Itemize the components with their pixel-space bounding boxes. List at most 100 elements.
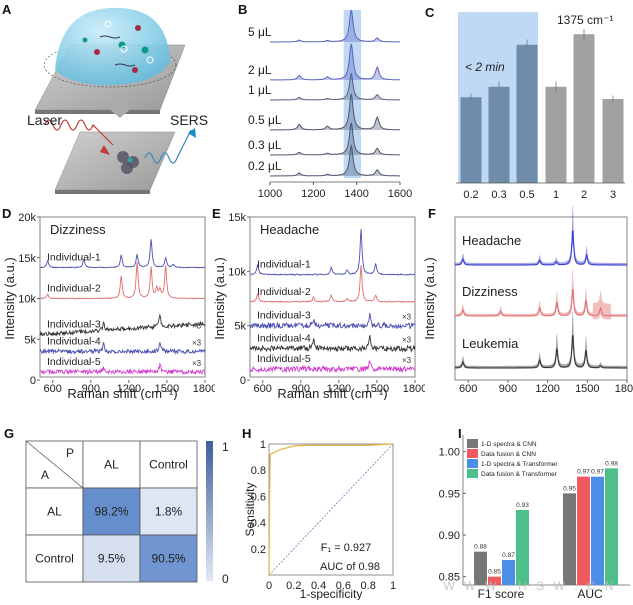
legend-swatch bbox=[467, 449, 478, 458]
y-tick-label: 10k bbox=[228, 266, 246, 278]
bar bbox=[474, 551, 487, 585]
series-label: 5 μL bbox=[248, 25, 272, 39]
x-tick-label: 1200 bbox=[301, 188, 325, 200]
plot-frame bbox=[454, 216, 628, 381]
panel-c: C 0.2 0.3 0.5 1 2 3 < 2 min 1375 cm⁻¹ bbox=[420, 0, 633, 201]
panel-label-i: I bbox=[458, 426, 462, 441]
panel-label-d: D bbox=[2, 206, 12, 221]
series-label: 2 μL bbox=[248, 63, 272, 77]
corner-diagonal bbox=[25, 440, 84, 489]
x-tick-label: 1800 bbox=[615, 383, 633, 395]
cell-value: 9.5% bbox=[98, 552, 126, 566]
spectrum-trace bbox=[270, 9, 400, 43]
series-label: Individual-3 bbox=[47, 318, 101, 330]
sers-wave bbox=[144, 129, 192, 164]
bar bbox=[563, 493, 576, 585]
panel-label-e: E bbox=[212, 206, 221, 221]
x-tick-label: 600 bbox=[254, 383, 272, 395]
series-label: Individual-1 bbox=[257, 259, 311, 271]
spectrum-trace bbox=[39, 362, 206, 376]
series-label: 0.3 μL bbox=[248, 138, 282, 152]
x-tick-label: 900 bbox=[292, 383, 310, 395]
spectrum-trace bbox=[39, 239, 206, 269]
scale-label: ×3 bbox=[402, 356, 412, 365]
x-tick-label: AUC bbox=[577, 587, 603, 600]
y-tick-label: 20k bbox=[18, 212, 36, 224]
f1-annotation: F₁ = 0.927 bbox=[321, 542, 372, 554]
series-label: Individual-4 bbox=[257, 332, 311, 344]
y-tick-label: 0.2 bbox=[251, 544, 266, 556]
highlight-band bbox=[343, 10, 361, 178]
heatmap-cell bbox=[82, 487, 141, 536]
bar bbox=[488, 86, 510, 183]
bar-value-label: 0.85 bbox=[488, 569, 501, 576]
series-label: Individual-1 bbox=[47, 252, 101, 264]
column-header: Control bbox=[149, 458, 188, 472]
scale-label: ×3 bbox=[402, 313, 412, 322]
bar bbox=[577, 476, 590, 585]
chart-title: Dizziness bbox=[50, 222, 106, 237]
time-annotation: < 2 min bbox=[465, 60, 505, 74]
x-tick-label: 600 bbox=[459, 383, 477, 395]
x-tick-label: 1500 bbox=[155, 383, 179, 395]
bar bbox=[605, 468, 618, 585]
y-tick-label: 10k bbox=[18, 294, 36, 306]
column-header-cell bbox=[82, 440, 141, 489]
chart-title: Headache bbox=[260, 222, 319, 237]
y-tick-label: 0.85 bbox=[439, 572, 460, 584]
row-header-cell bbox=[25, 534, 84, 583]
y-tick-label: 0 bbox=[240, 375, 246, 387]
mean-trace bbox=[455, 289, 627, 317]
y-tick-label: 0.4 bbox=[251, 518, 266, 530]
series-label: Headache bbox=[462, 233, 521, 248]
chart-e-headache: Individual-1 Individual-2 Individual-3 ×3 In… bbox=[212, 212, 427, 401]
y-tick-label: 5k bbox=[234, 321, 246, 333]
spectrum-fill bbox=[270, 145, 400, 176]
y-tick-label: 5k bbox=[24, 334, 36, 346]
laser-wave bbox=[44, 119, 114, 146]
spectrum-trace bbox=[249, 228, 416, 276]
spectrum-trace bbox=[270, 93, 400, 131]
bar-value-label: 0.98 bbox=[605, 460, 618, 467]
panel-d: D Individual-1 Individual-2 Individual-3 ×3… bbox=[0, 200, 217, 401]
chart-title: 1375 cm⁻¹ bbox=[557, 13, 613, 27]
spectrum-trace bbox=[249, 264, 416, 303]
x-tick-label: 1200 bbox=[535, 383, 559, 395]
legend-label: Data fusion & Transformer bbox=[481, 471, 558, 478]
x-tick-label: 0.8 bbox=[361, 580, 376, 592]
panel-i: I 0.85 0.90 0.95 1.00 0.88 0.85 0.87 0.93 F1 sco… bbox=[430, 420, 633, 601]
predicted-label: P bbox=[66, 446, 74, 460]
chart-b-spectra: 5 μL 2 μL 1 μL 0.5 μL 0.3 μL 0.2 μL 1000 1200 14… bbox=[248, 9, 412, 200]
x-tick-label: 2 bbox=[581, 189, 587, 200]
x-tick-label: 1800 bbox=[403, 383, 425, 395]
bar bbox=[488, 576, 501, 585]
spectrum-trace bbox=[39, 313, 206, 337]
series-label: Dizziness bbox=[462, 284, 518, 299]
laser-label: Laser bbox=[27, 112, 63, 128]
series-label: Individual-3 bbox=[257, 310, 311, 322]
series-label: Individual-2 bbox=[47, 283, 101, 295]
panel-g: G P A AL Control AL 98.2% 1.8% Control 9.5% 90.5%… bbox=[0, 420, 240, 600]
x-tick-label: 900 bbox=[499, 383, 517, 395]
legend-label: 1-D spectra & Transformer bbox=[481, 461, 558, 468]
cell-value: 1.8% bbox=[155, 505, 183, 519]
spectrum-trace bbox=[39, 261, 206, 300]
legend-swatch bbox=[467, 459, 478, 468]
heatmap-cell bbox=[139, 487, 198, 536]
scale-label: ×3 bbox=[192, 359, 202, 368]
bar-value-label: 0.97 bbox=[577, 469, 590, 476]
x-tick-label: 0 bbox=[266, 580, 272, 592]
x-axis-label: 1-specificity bbox=[300, 587, 363, 600]
legend-swatch bbox=[467, 439, 478, 448]
row-header: Control bbox=[35, 552, 74, 566]
panel-label-h: H bbox=[242, 426, 252, 441]
spectrum-trace bbox=[270, 122, 400, 156]
y-tick-label: 1.00 bbox=[439, 447, 460, 459]
column-header-cell bbox=[139, 440, 198, 489]
series-label: Individual-2 bbox=[257, 286, 311, 298]
x-tick-label: 1 bbox=[553, 189, 559, 200]
heatmap-cell bbox=[82, 534, 141, 583]
series-label: 0.5 μL bbox=[248, 113, 282, 127]
series-label: Leukemia bbox=[462, 336, 519, 351]
y-axis-label: Intensity (a.u.) bbox=[212, 257, 227, 339]
